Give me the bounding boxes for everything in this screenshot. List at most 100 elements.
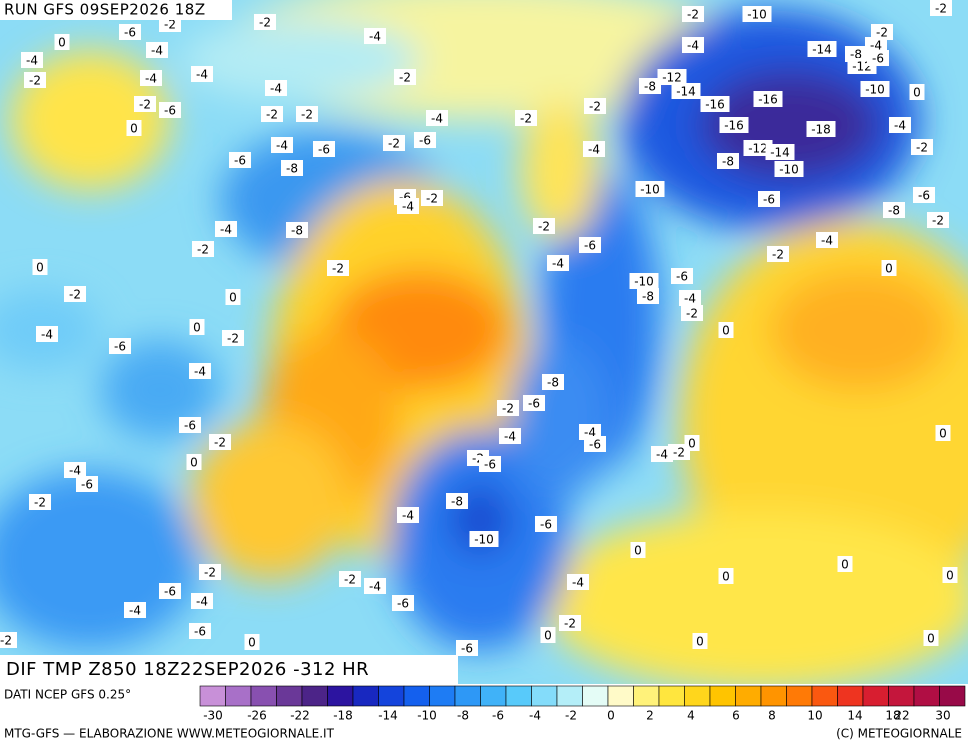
contour-label: -2 bbox=[589, 100, 601, 114]
label-box bbox=[21, 52, 43, 68]
contour-label: -2 bbox=[301, 108, 313, 122]
label-box bbox=[671, 268, 693, 284]
label-box bbox=[479, 456, 501, 472]
label-box bbox=[540, 627, 556, 643]
label-box bbox=[191, 66, 213, 82]
colorbar-tick: 6 bbox=[732, 709, 740, 723]
contour-label: -4 bbox=[894, 119, 906, 133]
contour-label: -8 bbox=[850, 48, 862, 62]
contour-label: -2 bbox=[686, 307, 698, 321]
label-box bbox=[883, 202, 905, 218]
label-box bbox=[186, 454, 202, 470]
contour-label: -14 bbox=[676, 85, 696, 99]
contour-label: -4 bbox=[69, 464, 81, 478]
label-box bbox=[179, 417, 201, 433]
contour-label: -6 bbox=[397, 597, 409, 611]
color-swatch bbox=[225, 685, 252, 707]
label-box bbox=[542, 374, 564, 390]
contour-label: -4 bbox=[584, 426, 596, 440]
label-box bbox=[911, 139, 933, 155]
label-box bbox=[364, 578, 386, 594]
contour-label: -2 bbox=[29, 74, 41, 88]
color-swatch bbox=[250, 685, 277, 707]
contour-label: -2 bbox=[266, 108, 278, 122]
contour-label: -8 bbox=[286, 162, 298, 176]
label-box bbox=[29, 494, 51, 510]
contour-label: -4 bbox=[504, 430, 516, 444]
label-box bbox=[567, 574, 589, 590]
contour-label: -4 bbox=[552, 257, 564, 271]
contour-label: -8 bbox=[644, 80, 656, 94]
contour-label: -6 bbox=[528, 397, 540, 411]
footer-left: MTG-GFS — ELABORAZIONE WWW.METEOGIORNALE… bbox=[4, 727, 335, 741]
colorbar-tick: 14 bbox=[847, 709, 862, 723]
field-title: DIF TMP Z850 18Z22SEP2026 -312 HR bbox=[6, 659, 369, 680]
label-box bbox=[523, 395, 545, 411]
contour-label: -2 bbox=[399, 71, 411, 85]
color-swatch bbox=[301, 685, 328, 707]
label-box bbox=[758, 191, 780, 207]
label-box bbox=[426, 110, 448, 126]
label-box bbox=[54, 34, 70, 50]
label-box bbox=[679, 290, 701, 306]
contour-label: -10 bbox=[634, 275, 654, 289]
contour-label: -8 bbox=[722, 155, 734, 169]
footer-right: (C) METEOGIORNALE bbox=[836, 727, 962, 741]
contour-label: -4 bbox=[402, 200, 414, 214]
contour-label: 0 bbox=[939, 427, 947, 441]
colorbar-tick: -10 bbox=[417, 709, 437, 723]
contour-label: -6 bbox=[461, 642, 473, 656]
contour-label: -2 bbox=[69, 288, 81, 302]
label-box bbox=[159, 583, 181, 599]
contour-label: -10 bbox=[747, 8, 767, 22]
label-box bbox=[364, 28, 386, 44]
label-box bbox=[719, 117, 749, 133]
color-swatch bbox=[811, 685, 838, 707]
label-box bbox=[456, 640, 478, 656]
color-swatch bbox=[709, 685, 736, 707]
contour-label: -4 bbox=[402, 509, 414, 523]
label-box bbox=[743, 140, 773, 156]
label-box bbox=[421, 190, 443, 206]
colorbar-tick: 10 bbox=[807, 709, 822, 723]
contour-label: -6 bbox=[184, 419, 196, 433]
contour-label: -4 bbox=[145, 72, 157, 86]
contour-label: -2 bbox=[520, 112, 532, 126]
label-box bbox=[515, 110, 537, 126]
contour-label: -8 bbox=[451, 495, 463, 509]
contour-label: 0 bbox=[544, 629, 552, 643]
color-swatch bbox=[939, 685, 966, 707]
label-box bbox=[189, 623, 211, 639]
contour-label: -4 bbox=[196, 595, 208, 609]
contour-label: -4 bbox=[870, 39, 882, 53]
contour-label: -6 bbox=[194, 625, 206, 639]
label-box bbox=[682, 6, 704, 22]
contour-label: -2 bbox=[932, 214, 944, 228]
contour-label: -2 bbox=[673, 446, 685, 460]
color-swatch bbox=[327, 685, 354, 707]
label-box bbox=[397, 507, 419, 523]
label-box bbox=[383, 135, 405, 151]
label-box bbox=[134, 96, 156, 112]
color-swatch bbox=[352, 685, 379, 707]
contour-label: -14 bbox=[812, 43, 832, 57]
contour-label: -4 bbox=[821, 234, 833, 248]
color-swatch bbox=[837, 685, 864, 707]
label-box bbox=[871, 24, 893, 40]
label-box bbox=[909, 84, 925, 100]
colorbar-tick: -18 bbox=[333, 709, 353, 723]
contour-label: 0 bbox=[248, 636, 256, 650]
label-box bbox=[584, 98, 606, 114]
contour-label: -2 bbox=[472, 452, 484, 466]
colorbar-tick: -2 bbox=[565, 709, 577, 723]
label-box bbox=[837, 556, 853, 572]
contour-label: -2 bbox=[227, 332, 239, 346]
colorbar-tick: 2 bbox=[646, 709, 654, 723]
label-box bbox=[816, 232, 838, 248]
colorbar-tick: -8 bbox=[457, 709, 469, 723]
label-box bbox=[547, 255, 569, 271]
contour-label: -4 bbox=[369, 30, 381, 44]
contour-label: -6 bbox=[872, 52, 884, 66]
